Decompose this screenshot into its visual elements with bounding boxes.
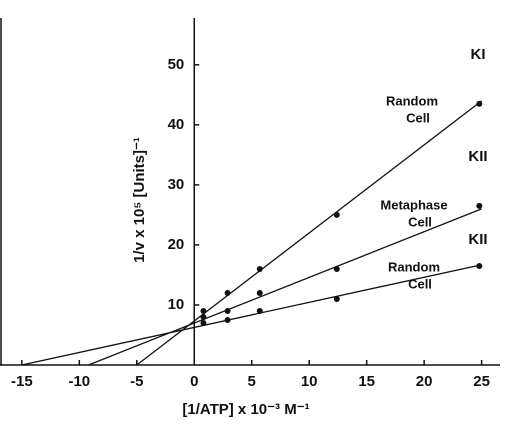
data-point — [224, 289, 231, 296]
data-point — [333, 295, 340, 302]
data-point — [256, 289, 263, 296]
x-axis-label: [1/ATP] x 10⁻³ M⁻¹ — [182, 401, 309, 418]
annotation: KII — [468, 148, 487, 165]
fit-line — [21, 264, 482, 366]
data-point — [256, 265, 263, 272]
data-point — [256, 307, 263, 314]
x-tick-label: 0 — [190, 373, 198, 390]
y-axis-label: 1/v x 10⁵ [Units]⁻¹ — [131, 137, 148, 263]
annotation: KII — [468, 231, 487, 248]
data-point — [333, 265, 340, 272]
annotation: Metaphase — [380, 197, 447, 212]
data-point — [224, 307, 231, 314]
data-point — [200, 313, 207, 320]
y-tick-label: 50 — [168, 56, 185, 73]
y-tick-label: 20 — [168, 236, 185, 253]
x-tick-label: -5 — [130, 373, 143, 390]
annotation: Cell — [408, 276, 432, 291]
data-point — [476, 100, 483, 107]
y-tick-label: 30 — [168, 176, 185, 193]
x-tick-label: 20 — [416, 373, 433, 390]
annotation: KI — [471, 46, 486, 63]
x-tick-label: 5 — [248, 373, 256, 390]
data-point — [476, 262, 483, 269]
y-tick-label: 40 — [168, 116, 185, 133]
data-point — [200, 319, 207, 326]
data-point — [200, 307, 207, 314]
data-point — [333, 211, 340, 218]
x-tick-label: 10 — [301, 373, 318, 390]
fit-line — [88, 208, 482, 366]
x-tick-label: 15 — [358, 373, 375, 390]
annotation: Cell — [408, 214, 432, 229]
data-point — [476, 202, 483, 209]
data-point — [224, 316, 231, 323]
annotation: Random — [386, 93, 438, 108]
x-tick-label: 25 — [473, 373, 490, 390]
fit-line — [136, 100, 483, 366]
x-tick-label: -15 — [11, 373, 33, 390]
annotation: Cell — [406, 110, 430, 125]
x-tick-label: -10 — [68, 373, 90, 390]
y-tick-label: 10 — [168, 296, 185, 313]
annotation: Random — [388, 259, 440, 274]
